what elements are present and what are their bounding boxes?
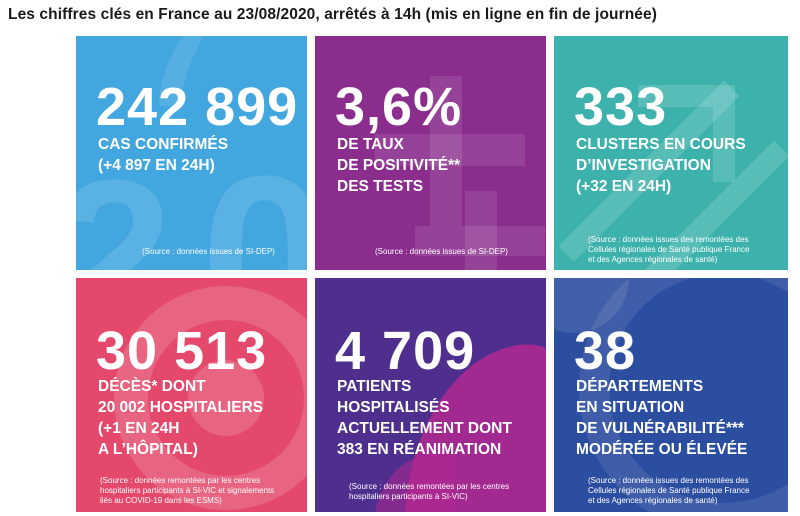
clusters-label: CLUSTERS EN COURS D’INVESTIGATION (+32 E… bbox=[576, 134, 746, 197]
deaths-value: 30 513 bbox=[96, 321, 268, 381]
confirmed-cases-source: (Source : données issues de SI-DEP) bbox=[142, 247, 275, 257]
hospitalised-line-1: PATIENTS bbox=[337, 378, 412, 395]
positivity-line-2: DE POSITIVITÉ** bbox=[337, 157, 461, 174]
departments-source-line-1: (Source : données issues des remontées d… bbox=[588, 476, 749, 485]
clusters-source-line-3: et des Agences régionales de santé) bbox=[588, 255, 718, 264]
hospitalised-label: PATIENTS HOSPITALISÉS ACTUELLEMENT DONT … bbox=[337, 376, 512, 460]
tile-departments: 38 DÉPARTEMENTS EN SITUATION DE VULNÉRAB… bbox=[554, 278, 788, 512]
confirmed-cases-value: 242 899 bbox=[96, 77, 299, 137]
deaths-line-3: (+1 EN 24H bbox=[98, 420, 180, 437]
confirmed-cases-line-1: CAS CONFIRMÉS bbox=[98, 136, 229, 153]
departments-source-line-2: Cellules régionales de Santé publique Fr… bbox=[588, 486, 750, 495]
hospitalised-line-3: ACTUELLEMENT DONT bbox=[337, 420, 512, 437]
deaths-line-1: DÉCÈS* DONT bbox=[98, 378, 206, 395]
positivity-rate-label: DE TAUX DE POSITIVITÉ** DES TESTS bbox=[337, 134, 460, 197]
departments-line-4: MODÉRÉE OU ÉLEVÉE bbox=[576, 441, 748, 458]
departments-line-3: DE VULNÉRABILITÉ*** bbox=[576, 420, 744, 437]
deaths-source-line-2: hospitaliers participants à SI-VIC et si… bbox=[100, 486, 275, 495]
departments-line-2: EN SITUATION bbox=[576, 399, 685, 416]
departments-label: DÉPARTEMENTS EN SITUATION DE VULNÉRABILI… bbox=[576, 376, 747, 460]
svg-text:0: 0 bbox=[201, 128, 307, 270]
departments-source: (Source : données issues des remontées d… bbox=[588, 476, 749, 506]
positivity-rate-value: 3,6% bbox=[335, 77, 463, 137]
hospitalised-source-line-1: (Source : données remontées par les cent… bbox=[349, 482, 510, 491]
hospitalised-value: 4 709 bbox=[335, 321, 476, 381]
svg-text:7: 7 bbox=[136, 36, 225, 140]
tile-background-circles bbox=[554, 278, 788, 512]
deaths-line-2: 20 002 HOSPITALIERS bbox=[98, 399, 264, 416]
clusters-source-line-1: (Source : données issues des remontées d… bbox=[588, 235, 749, 244]
page-heading: Les chiffres clés en France au 23/08/202… bbox=[8, 6, 657, 23]
positivity-line-1: DE TAUX bbox=[337, 136, 404, 153]
departments-line-1: DÉPARTEMENTS bbox=[576, 378, 704, 395]
deaths-source-line-3: liés au COVID-19 dans les ESMS) bbox=[100, 496, 222, 505]
hospitalised-source: (Source : données remontées par les cent… bbox=[349, 482, 509, 502]
hospitalised-line-2: HOSPITALISÉS bbox=[337, 399, 450, 416]
tile-background-rings bbox=[114, 286, 307, 510]
deaths-label: DÉCÈS* DONT 20 002 HOSPITALIERS (+1 EN 2… bbox=[98, 376, 263, 460]
clusters-source-line-2: Cellules régionales de Santé publique Fr… bbox=[588, 245, 750, 254]
clusters-value: 333 bbox=[574, 77, 668, 137]
positivity-line-3: DES TESTS bbox=[337, 178, 424, 195]
positivity-source-line-1: (Source : données issues de SI-DEP) bbox=[375, 247, 508, 256]
positivity-source: (Source : données issues de SI-DEP) bbox=[375, 247, 508, 257]
tile-background-digits: 2 0 7 bbox=[76, 36, 307, 270]
confirmed-cases-source-line-1: (Source : données issues de SI-DEP) bbox=[142, 247, 275, 256]
tile-positivity-rate: 3,6% DE TAUX DE POSITIVITÉ** DES TESTS (… bbox=[315, 36, 546, 270]
tile-deaths: 30 513 DÉCÈS* DONT 20 002 HOSPITALIERS (… bbox=[76, 278, 307, 512]
clusters-line-3: (+32 EN 24H) bbox=[576, 178, 672, 195]
tile-clusters: 333 CLUSTERS EN COURS D’INVESTIGATION (+… bbox=[554, 36, 788, 270]
hospitalised-source-line-2: hospitaliers participants à SI-VIC) bbox=[349, 492, 468, 501]
departments-value: 38 bbox=[574, 321, 637, 381]
confirmed-cases-label: CAS CONFIRMÉS (+4 897 EN 24H) bbox=[98, 134, 228, 176]
clusters-line-1: CLUSTERS EN COURS bbox=[576, 136, 746, 153]
tile-hospitalised: 4 709 PATIENTS HOSPITALISÉS ACTUELLEMENT… bbox=[315, 278, 546, 512]
deaths-source-line-1: (Source : données remontées par les cent… bbox=[100, 476, 261, 485]
clusters-line-2: D’INVESTIGATION bbox=[576, 157, 711, 174]
deaths-source: (Source : données remontées par les cent… bbox=[100, 476, 274, 506]
tile-background-blob bbox=[375, 344, 546, 512]
confirmed-cases-line-2: (+4 897 EN 24H) bbox=[98, 157, 215, 174]
tile-confirmed-cases: 2 0 7 242 899 CAS CONFIRMÉS (+4 897 EN 2… bbox=[76, 36, 307, 270]
hospitalised-line-4: 383 EN RÉANIMATION bbox=[337, 441, 502, 458]
tile-background-arrows bbox=[558, 80, 788, 270]
svg-text:2: 2 bbox=[76, 136, 173, 270]
deaths-line-4: A L’HÔPITAL) bbox=[98, 441, 198, 458]
departments-source-line-3: et des Agences régionales de santé) bbox=[588, 496, 718, 505]
clusters-source: (Source : données issues des remontées d… bbox=[588, 235, 749, 265]
tile-background-crosses bbox=[375, 76, 545, 270]
